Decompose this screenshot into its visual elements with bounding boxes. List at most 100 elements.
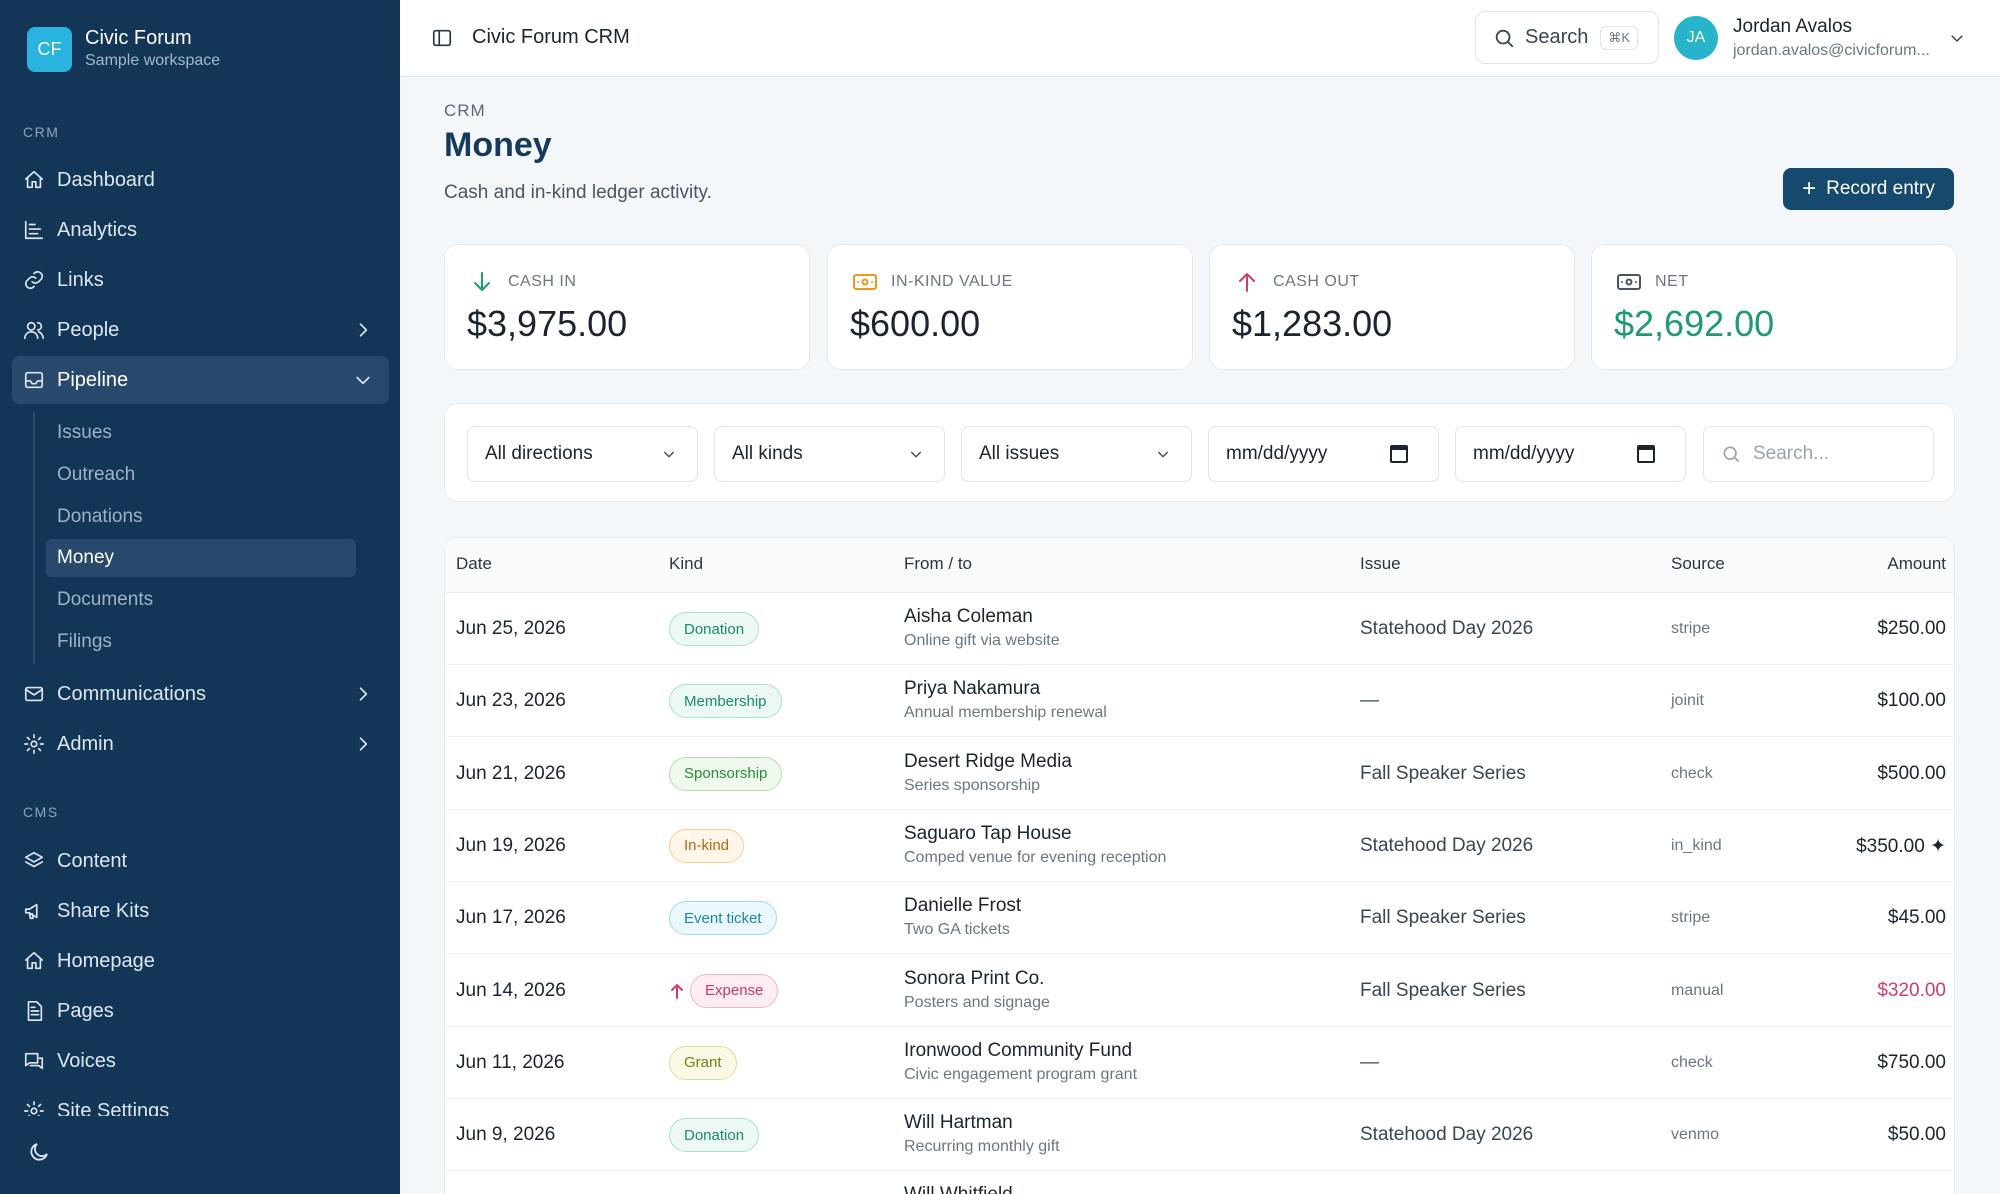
row-date: Jun 25, 2026 xyxy=(456,618,566,639)
sidebar-item-pipeline[interactable]: Pipeline xyxy=(12,356,389,404)
column-header-date[interactable]: Date xyxy=(456,554,492,573)
sidebar-item-admin[interactable]: Admin xyxy=(12,720,389,768)
calendar-icon[interactable] xyxy=(1390,445,1408,463)
sidebar-item-label: Admin xyxy=(57,732,114,755)
home-icon xyxy=(23,169,45,191)
chevron-down-icon xyxy=(661,446,677,462)
table-row[interactable]: Jun 11, 2026 Grant Ironwood Community Fund… xyxy=(445,1027,1954,1099)
column-header-amount[interactable]: Amount xyxy=(1887,554,1946,573)
sidebar-item-label: Voices xyxy=(57,1049,116,1072)
sidebar-item-content[interactable]: Content xyxy=(12,837,389,885)
date-from-value: mm/dd/yyyy xyxy=(1226,443,1328,464)
arrow-up-icon xyxy=(1235,271,1259,293)
kind-badge: Expense xyxy=(690,973,779,1008)
sidebar-item-voices[interactable]: Voices xyxy=(12,1037,389,1085)
table-row[interactable]: Jun 9, 2026 Donation Will Hartman Recurring… xyxy=(445,1099,1954,1172)
workspace-subtitle: Sample workspace xyxy=(85,52,221,69)
row-party-name[interactable]: Saguaro Tap House xyxy=(904,822,1072,844)
row-issue: Statehood Day 2026 xyxy=(1360,1124,1534,1146)
arrow-up-icon xyxy=(669,981,685,1001)
kind-select[interactable]: All kinds xyxy=(714,426,945,482)
sidebar-toggle-icon[interactable] xyxy=(431,27,453,49)
row-source: stripe xyxy=(1671,909,1711,927)
sidebar-item-people[interactable]: People xyxy=(12,306,389,354)
sidebar-item-dashboard[interactable]: Dashboard xyxy=(12,156,389,204)
chevron-down-icon xyxy=(353,370,373,390)
sidebar-item-links[interactable]: Links xyxy=(12,256,389,304)
chevron-down-icon[interactable] xyxy=(1948,29,1966,47)
row-party-name[interactable]: Danielle Frost xyxy=(904,895,1022,917)
sidebar-item-share-kits[interactable]: Share Kits xyxy=(12,887,389,935)
column-header-issue[interactable]: Issue xyxy=(1360,554,1401,573)
row-description: Comped venue for evening reception xyxy=(904,848,1167,866)
layers-icon xyxy=(23,850,45,872)
date-from-input[interactable]: mm/dd/yyyy xyxy=(1208,426,1439,482)
sidebar-subitem-documents[interactable]: Documents xyxy=(57,589,154,610)
user-name[interactable]: Jordan Avalos xyxy=(1733,16,1853,37)
table-row[interactable]: Jun 19, 2026 In-kind Saguaro Tap House Comp… xyxy=(445,810,1954,882)
row-issue: Statehood Day 2026 xyxy=(1360,834,1534,856)
sidebar-subitem-issues[interactable]: Issues xyxy=(57,422,112,443)
table-row[interactable]: Jun 21, 2026 Sponsorship Desert Ridge Medi… xyxy=(445,738,1954,810)
row-date: Jun 21, 2026 xyxy=(456,762,566,784)
ledger-search-input[interactable]: Search... xyxy=(1703,426,1934,482)
sidebar-item-site-settings[interactable]: Site Settings xyxy=(12,1090,389,1116)
row-amount: $750.00 xyxy=(1877,1051,1946,1073)
sidebar-item-pages[interactable]: Pages xyxy=(12,987,389,1035)
sidebar-item-label: Pipeline xyxy=(57,368,129,391)
workspace-logo: CF xyxy=(27,26,72,72)
arrow-down-icon xyxy=(470,271,494,293)
table-row[interactable]: Will Whitfield xyxy=(445,1171,1954,1194)
section-label-crm: CRM xyxy=(23,124,60,140)
row-amount: $45.00 xyxy=(1887,907,1946,929)
record-entry-button[interactable]: + Record entry xyxy=(1783,168,1954,210)
table-row[interactable]: Jun 23, 2026 Membership Priya Nakamura Annu… xyxy=(445,665,1954,738)
table-row[interactable]: Jun 17, 2026 Event ticket Danielle Frost Tw… xyxy=(445,882,1954,955)
sidebar-subitem-donations[interactable]: Donations xyxy=(57,506,143,527)
avatar[interactable]: JA xyxy=(1674,16,1718,60)
row-party-name[interactable]: Priya Nakamura xyxy=(904,678,1041,700)
calendar-icon[interactable] xyxy=(1637,445,1655,463)
row-description: Posters and signage xyxy=(904,993,1050,1011)
issue-select[interactable]: All issues xyxy=(961,426,1192,482)
sidebar-item-label: Pages xyxy=(57,999,114,1022)
sidebar-item-label: Communications xyxy=(57,682,206,705)
row-party-name[interactable]: Will Whitfield xyxy=(904,1184,1013,1194)
column-header-source[interactable]: Source xyxy=(1671,554,1725,573)
row-party-name[interactable]: Will Hartman xyxy=(904,1112,1013,1134)
column-header-from-to[interactable]: From / to xyxy=(904,554,973,573)
table-row[interactable]: Jun 25, 2026 Donation Aisha Coleman Online … xyxy=(445,593,1954,665)
row-date: Jun 23, 2026 xyxy=(456,690,566,712)
chart-icon xyxy=(23,219,45,241)
row-issue: Fall Speaker Series xyxy=(1360,979,1526,1001)
column-header-kind[interactable]: Kind xyxy=(669,554,704,573)
direction-select[interactable]: All directions xyxy=(467,426,698,482)
date-to-input[interactable]: mm/dd/yyyy xyxy=(1455,426,1686,482)
sidebar: CF Civic Forum Sample workspace CRM Dash… xyxy=(0,0,400,1194)
row-party-name[interactable]: Sonora Print Co. xyxy=(904,967,1045,989)
sidebar-item-analytics[interactable]: Analytics xyxy=(12,206,389,254)
sidebar-item-label: Dashboard xyxy=(57,168,155,191)
row-date: Jun 9, 2026 xyxy=(456,1124,556,1146)
row-party-name[interactable]: Aisha Coleman xyxy=(904,606,1033,627)
row-party-name[interactable]: Ironwood Community Fund xyxy=(904,1039,1133,1061)
sidebar-scroll-clip: Site Settings xyxy=(0,1090,400,1116)
mail-icon xyxy=(23,683,45,705)
sidebar-item-communications[interactable]: Communications xyxy=(12,670,389,718)
record-entry-label: Record entry xyxy=(1826,178,1935,199)
theme-toggle-moon-icon[interactable] xyxy=(27,1140,51,1164)
row-source: in_kind xyxy=(1671,836,1722,854)
stat-card-cash-in: CASH IN $3,975.00 xyxy=(444,244,810,370)
workspace-switcher[interactable]: CF Civic Forum Sample workspace xyxy=(27,26,220,72)
sidebar-item-homepage[interactable]: Homepage xyxy=(12,937,389,985)
row-party-name[interactable]: Desert Ridge Media xyxy=(904,750,1072,772)
table-row[interactable]: Jun 14, 2026 Expense Sonora Print Co. Poste… xyxy=(445,955,1954,1027)
stat-value: $1,283.00 xyxy=(1232,303,1393,344)
global-search-button[interactable]: Search ⌘K xyxy=(1475,11,1659,64)
workspace-name: Civic Forum xyxy=(85,27,192,49)
sidebar-subitem-filings[interactable]: Filings xyxy=(57,631,112,652)
sidebar-subitem-money[interactable]: Money xyxy=(46,539,356,577)
stat-card-cash-out: CASH OUT $1,283.00 xyxy=(1209,244,1575,370)
sidebar-subitem-outreach[interactable]: Outreach xyxy=(57,464,136,485)
row-source: stripe xyxy=(1671,620,1711,637)
